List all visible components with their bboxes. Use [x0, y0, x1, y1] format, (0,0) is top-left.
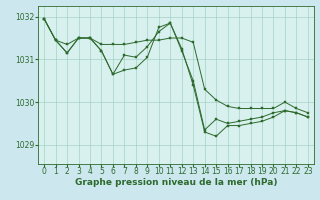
- X-axis label: Graphe pression niveau de la mer (hPa): Graphe pression niveau de la mer (hPa): [75, 178, 277, 187]
